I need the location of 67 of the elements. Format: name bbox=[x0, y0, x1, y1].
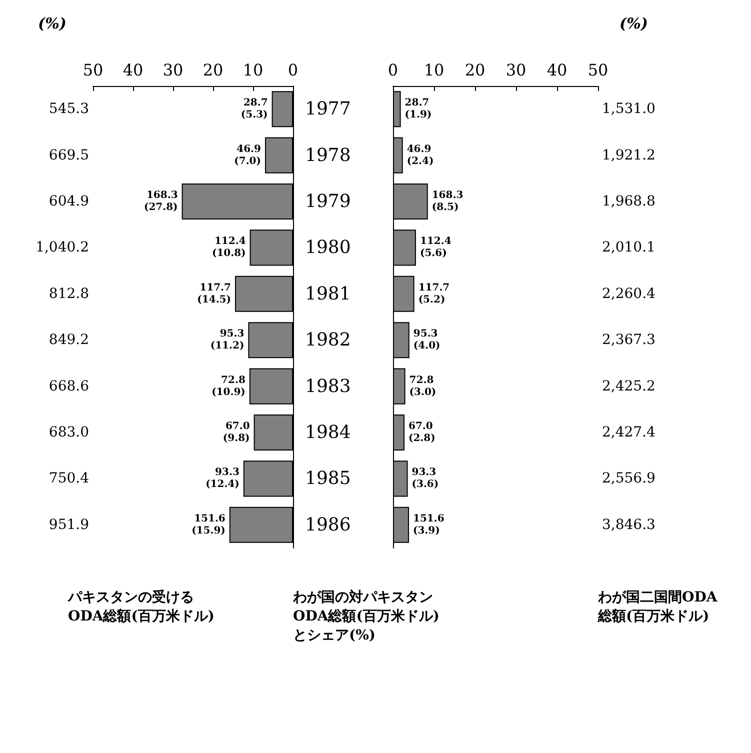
y-tick-label: 1986 bbox=[305, 514, 351, 536]
text: 669.5 bbox=[48, 147, 89, 164]
text: 668.6 bbox=[48, 378, 90, 394]
data-label: 93.3 (12.4) bbox=[206, 467, 240, 490]
data-label: 46.9 (2.4) bbox=[406, 144, 434, 167]
data-label: 117.7 (14.5) bbox=[197, 282, 232, 306]
x-tick-label: 50 bbox=[82, 60, 104, 80]
y-tick-label: 1984 bbox=[305, 422, 351, 443]
text: 750.4 bbox=[48, 470, 90, 487]
x-tick-label: 0 bbox=[288, 60, 298, 80]
y-tick-label: 1982 bbox=[305, 330, 351, 351]
data-label: 117.7 (5.2) bbox=[418, 282, 450, 306]
data-label: 67.0 (2.8) bbox=[408, 421, 436, 444]
x-axis-title: (%) bbox=[38, 14, 66, 32]
data-label: 72.8 (3.0) bbox=[409, 374, 436, 398]
data-label: 95.3 (4.0) bbox=[413, 328, 440, 352]
data-label: 151.6 (3.9) bbox=[412, 513, 444, 536]
text: 1,040.2 bbox=[36, 240, 89, 256]
text: 1,921.2 bbox=[602, 147, 656, 164]
data-label: 67.0 (9.8) bbox=[222, 421, 250, 444]
data-label: 46.9 (7.0) bbox=[234, 144, 262, 167]
text: 545.3 bbox=[48, 101, 89, 118]
y-tick-label: 1978 bbox=[305, 144, 351, 166]
data-label: 168.3 (8.5) bbox=[432, 190, 464, 213]
y-tick-label: 1977 bbox=[305, 98, 351, 120]
x-tick-label: 20 bbox=[202, 60, 224, 80]
x-tick-label: 50 bbox=[588, 60, 608, 80]
text: わが国の対パキスタンODA総額(百万米ドル)とシェア(%) bbox=[292, 588, 440, 644]
data-label: 151.6 (15.9) bbox=[192, 513, 226, 536]
data-label: 168.3 (27.8) bbox=[144, 190, 178, 213]
x-tick-label: 10 bbox=[424, 60, 444, 80]
x-axis-title: (%) bbox=[620, 14, 648, 32]
text: 2,556.9 bbox=[602, 470, 656, 487]
y-tick-label: 1983 bbox=[305, 376, 351, 397]
text: 2,010.1 bbox=[602, 240, 656, 256]
text: 3,846.3 bbox=[602, 516, 656, 533]
data-label: 112.4 (10.8) bbox=[212, 236, 246, 260]
x-tick-label: 40 bbox=[122, 60, 144, 80]
y-tick-label: 1980 bbox=[305, 237, 351, 258]
text: 1,968.8 bbox=[602, 194, 656, 210]
data-label: 72.8 (10.9) bbox=[212, 374, 246, 398]
text: パキスタンの受けるODA総額(百万米ドル) bbox=[67, 590, 214, 624]
text: わが国二国間ODA総額(百万米ドル) bbox=[597, 590, 718, 624]
text: 812.8 bbox=[48, 286, 89, 302]
x-tick-label: 20 bbox=[464, 60, 486, 80]
x-tick-label: 40 bbox=[546, 60, 568, 80]
text: 604.9 bbox=[48, 194, 89, 210]
data-label: 93.3 (3.6) bbox=[412, 467, 439, 490]
y-tick-label: 1981 bbox=[305, 283, 351, 304]
data-label: 28.7 (5.3) bbox=[240, 98, 268, 121]
text: 2,260.4 bbox=[602, 286, 656, 302]
data-label: 28.7 (1.9) bbox=[404, 98, 432, 121]
text: 849.2 bbox=[48, 332, 89, 348]
x-tick-label: 30 bbox=[162, 60, 184, 80]
text: 951.9 bbox=[48, 516, 89, 533]
x-tick-label: 10 bbox=[242, 60, 264, 80]
text: 683.0 bbox=[48, 424, 89, 440]
text: 2,427.4 bbox=[602, 424, 656, 440]
y-tick-label: 1985 bbox=[305, 468, 351, 490]
x-tick-label: 0 bbox=[388, 60, 398, 80]
text: 2,425.2 bbox=[602, 378, 656, 394]
data-label: 112.4 (5.6) bbox=[420, 236, 452, 260]
text: 2,367.3 bbox=[602, 332, 656, 348]
data-label: 95.3 (11.2) bbox=[210, 328, 244, 352]
x-tick-label: 30 bbox=[506, 60, 526, 80]
text: 1,531.0 bbox=[602, 101, 656, 118]
y-tick-label: 1979 bbox=[305, 191, 351, 212]
